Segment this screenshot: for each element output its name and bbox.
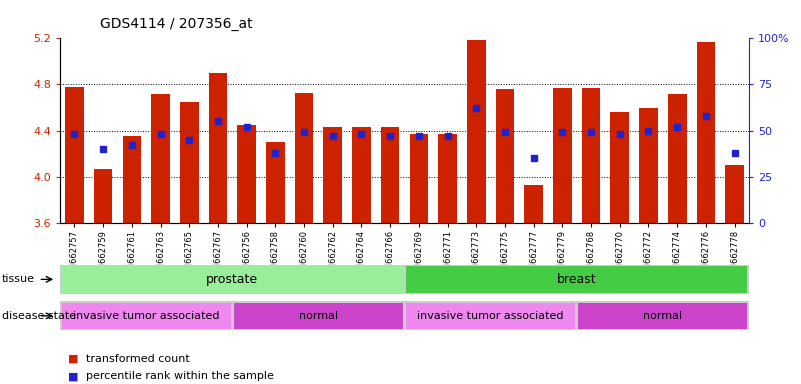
Text: normal: normal: [299, 311, 338, 321]
Bar: [324, 127, 342, 223]
Bar: [94, 169, 112, 223]
Text: transformed count: transformed count: [86, 354, 190, 364]
Text: ■: ■: [68, 371, 78, 381]
Bar: [725, 165, 744, 223]
Text: percentile rank within the sample: percentile rank within the sample: [86, 371, 274, 381]
Bar: [438, 134, 457, 223]
Text: invasive tumor associated: invasive tumor associated: [417, 311, 564, 321]
Bar: [578, 303, 747, 329]
Bar: [525, 185, 543, 223]
Text: tissue: tissue: [2, 274, 34, 285]
Text: disease state: disease state: [2, 311, 76, 321]
Bar: [352, 127, 371, 223]
Bar: [668, 94, 686, 223]
Bar: [151, 94, 170, 223]
Bar: [65, 87, 84, 223]
Bar: [639, 108, 658, 223]
Text: invasive tumor associated: invasive tumor associated: [73, 311, 219, 321]
Bar: [180, 102, 199, 223]
Bar: [697, 42, 715, 223]
Text: GDS4114 / 207356_at: GDS4114 / 207356_at: [100, 17, 253, 31]
Bar: [409, 134, 429, 223]
Bar: [467, 40, 485, 223]
Bar: [237, 125, 256, 223]
Bar: [62, 266, 403, 293]
Text: breast: breast: [557, 273, 597, 286]
Bar: [123, 136, 141, 223]
Text: prostate: prostate: [206, 273, 259, 286]
Bar: [610, 112, 629, 223]
Bar: [582, 88, 601, 223]
Bar: [266, 142, 284, 223]
Bar: [62, 303, 231, 329]
Bar: [406, 266, 747, 293]
Text: ■: ■: [68, 354, 78, 364]
Bar: [380, 127, 400, 223]
Bar: [208, 73, 227, 223]
Bar: [553, 88, 572, 223]
Bar: [406, 303, 575, 329]
Bar: [295, 93, 313, 223]
Text: normal: normal: [643, 311, 682, 321]
Bar: [234, 303, 403, 329]
Bar: [496, 89, 514, 223]
